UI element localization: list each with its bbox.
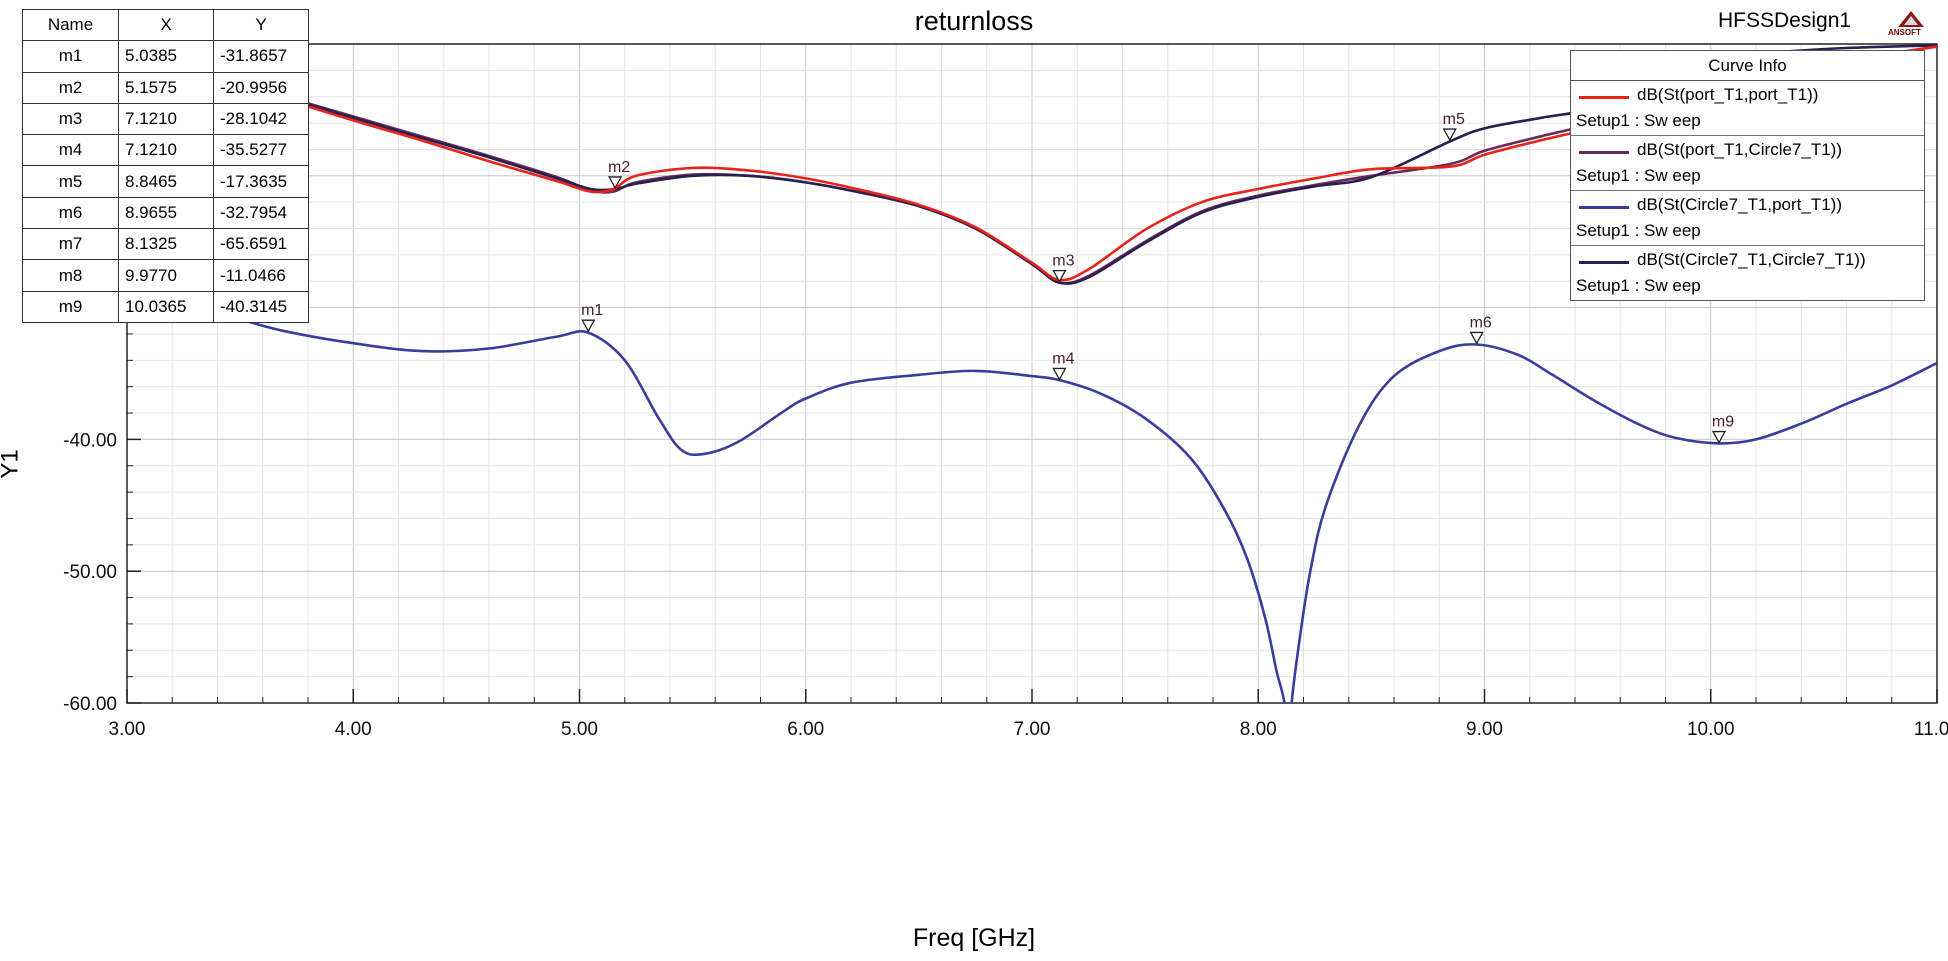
marker-x: 9.9770 xyxy=(118,259,214,292)
y-tick-label: -60.00 xyxy=(63,694,117,715)
legend-series-name: dB(St(Circle7_T1,port_T1)) xyxy=(1637,195,1843,214)
marker-label: m2 xyxy=(608,159,630,176)
x-tick-label: 4.00 xyxy=(335,719,372,740)
marker-row: m9 10.0365 -40.3145 xyxy=(22,290,309,323)
legend-setup: Setup1 : Sw eep xyxy=(1576,166,1701,185)
legend-series-name: dB(St(Circle7_T1,Circle7_T1)) xyxy=(1637,250,1866,269)
legend-swatch xyxy=(1579,261,1629,264)
y-tick-label: -50.00 xyxy=(63,562,117,583)
marker-row: m2 5.1575 -20.9956 xyxy=(22,71,309,104)
legend-entry: dB(St(port_T1,Circle7_T1)) Setup1 : Sw e… xyxy=(1571,136,1924,191)
marker-y: -31.8657 xyxy=(213,40,309,73)
x-tick-label: 8.00 xyxy=(1240,719,1277,740)
marker-triangle xyxy=(1469,331,1484,345)
marker-header-y: Y xyxy=(213,8,309,42)
marker-label: m4 xyxy=(1052,350,1074,367)
marker-triangle xyxy=(1052,269,1067,283)
marker-y: -11.0466 xyxy=(213,259,309,292)
legend-swatch xyxy=(1579,96,1629,99)
marker-x: 8.8465 xyxy=(118,165,214,198)
marker-table: Name X Y m1 5.0385 -31.8657 m2 5.1575 -20.99… xyxy=(22,8,309,323)
x-tick-label: 11.00 xyxy=(1914,719,1948,740)
marker-label: m3 xyxy=(1052,253,1074,270)
marker-x: 5.0385 xyxy=(118,40,214,73)
marker-x: 8.9655 xyxy=(118,196,214,230)
marker-y: -28.1042 xyxy=(213,102,309,136)
design-name: HFSSDesign1 xyxy=(1718,9,1852,32)
plot-grid xyxy=(126,43,1938,704)
marker-name: m9 xyxy=(22,290,119,323)
marker-triangles: m1 m2 m3 m4 m5 m6 m9 xyxy=(581,111,1734,444)
marker-label: m1 xyxy=(581,302,603,319)
series-line xyxy=(127,290,1937,703)
legend-setup: Setup1 : Sw eep xyxy=(1576,276,1701,295)
x-tick-label: 7.00 xyxy=(1014,719,1051,740)
legend-setup: Setup1 : Sw eep xyxy=(1576,111,1701,130)
ansoft-logo-icon xyxy=(1898,11,1924,27)
marker-table-header: Name X Y xyxy=(22,8,309,42)
marker-y: -32.7954 xyxy=(213,196,309,230)
chart-title: returnloss xyxy=(914,6,1034,36)
marker-triangle xyxy=(608,176,623,190)
marker-row: m4 7.1210 -35.5277 xyxy=(22,134,309,167)
marker-x: 10.0365 xyxy=(118,290,214,323)
legend-entry: dB(St(Circle7_T1,port_T1)) Setup1 : Sw e… xyxy=(1571,191,1924,246)
legend-series-name: dB(St(port_T1,port_T1)) xyxy=(1637,85,1819,104)
marker-y: -20.9956 xyxy=(213,71,309,104)
marker-name: m7 xyxy=(22,228,119,261)
marker-label: m9 xyxy=(1712,414,1734,431)
marker-row: m3 7.1210 -28.1042 xyxy=(22,102,309,136)
marker-name: m2 xyxy=(22,71,119,104)
x-axis-label: Freq [GHz] xyxy=(912,924,1036,952)
marker-row: m8 9.9770 -11.0466 xyxy=(22,259,309,292)
marker-row: m7 8.1325 -65.6591 xyxy=(22,228,309,261)
marker-header-x: X xyxy=(118,8,214,42)
x-tick-label: 10.00 xyxy=(1687,719,1735,740)
legend-swatch xyxy=(1579,206,1629,209)
y-axis-label: Y1 xyxy=(0,449,24,479)
marker-row: m1 5.0385 -31.8657 xyxy=(22,40,309,73)
x-tick-label: 6.00 xyxy=(787,719,824,740)
marker-name: m5 xyxy=(22,165,119,198)
marker-x: 8.1325 xyxy=(118,228,214,261)
marker-y: -35.5277 xyxy=(213,134,309,167)
marker-x: 7.1210 xyxy=(118,134,214,167)
marker-triangle xyxy=(1052,367,1067,381)
marker-header-name: Name xyxy=(22,8,119,42)
curve-info-title: Curve Info xyxy=(1571,51,1924,81)
x-tick-label: 5.00 xyxy=(561,719,598,740)
legend-series-name: dB(St(port_T1,Circle7_T1)) xyxy=(1637,140,1843,159)
legend-entry: dB(St(Circle7_T1,Circle7_T1)) Setup1 : S… xyxy=(1571,246,1924,300)
marker-name: m8 xyxy=(22,259,119,292)
marker-row: m5 8.8465 -17.3635 xyxy=(22,165,309,198)
marker-triangle xyxy=(1711,430,1727,444)
legend-entry: dB(St(port_T1,port_T1)) Setup1 : Sw eep xyxy=(1571,81,1924,136)
marker-x: 7.1210 xyxy=(118,102,214,136)
legend-setup: Setup1 : Sw eep xyxy=(1576,221,1701,240)
marker-label: m6 xyxy=(1470,314,1492,331)
marker-y: -40.3145 xyxy=(213,290,309,323)
plot-axes: 3.00 4.00 5.00 6.00 7.00 8.00 9.00 10.00 11.00 -3… xyxy=(63,43,1948,740)
marker-y: -17.3635 xyxy=(213,165,309,198)
marker-label: m5 xyxy=(1443,111,1465,128)
legend-swatch xyxy=(1579,151,1629,154)
curve-info-legend: Curve Info dB(St(port_T1,port_T1)) Setup… xyxy=(1570,50,1925,301)
marker-row: m6 8.9655 -32.7954 xyxy=(22,196,309,230)
marker-y: -65.6591 xyxy=(213,228,309,261)
marker-name: m3 xyxy=(22,102,119,136)
marker-triangle xyxy=(581,319,596,333)
y-tick-label: -40.00 xyxy=(63,430,117,451)
logo-text: ANSOFT xyxy=(1888,28,1921,37)
x-tick-label: 3.00 xyxy=(109,719,146,740)
x-tick-label: 9.00 xyxy=(1466,719,1503,740)
marker-name: m6 xyxy=(22,196,119,230)
marker-name: m1 xyxy=(22,40,119,73)
marker-triangle xyxy=(1442,128,1457,142)
marker-name: m4 xyxy=(22,134,119,167)
marker-x: 5.1575 xyxy=(118,71,214,104)
